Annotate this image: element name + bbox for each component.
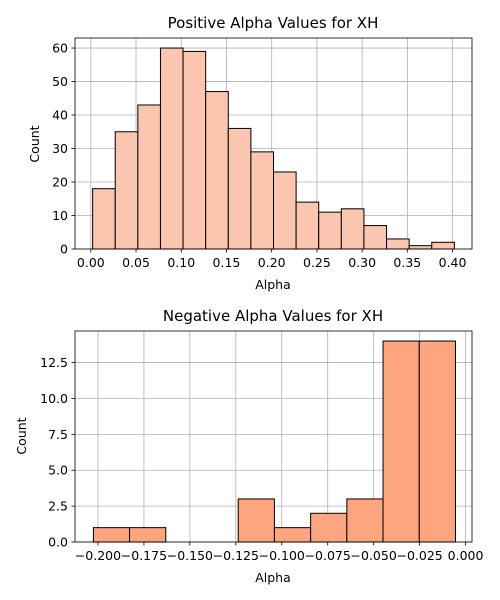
y-tick-label: 7.5	[48, 427, 68, 442]
histogram-bar	[340, 208, 365, 250]
x-tick-label: 0.25	[303, 255, 331, 270]
histogram-bar	[382, 340, 420, 543]
y-tick-label: 30	[52, 141, 68, 156]
x-tick-label: 0.15	[213, 255, 241, 270]
histogram-bar	[182, 50, 207, 250]
y-tick-label: 12.5	[40, 355, 68, 370]
x-axis-label: Alpha	[255, 277, 291, 292]
y-axis-ticks: 0.0 2.5 5.0 7.5 10.0 12.5	[40, 355, 75, 550]
histogram-bar	[408, 245, 433, 250]
y-axis-label: Count	[14, 417, 29, 454]
y-tick-label: 60	[52, 41, 68, 56]
y-tick-label: 0	[60, 242, 68, 257]
x-tick-label: −0.100	[259, 548, 305, 563]
histogram-bar	[386, 238, 410, 250]
negative-alpha-histogram: Negative Alpha Values for XH Alpha Count…	[14, 307, 484, 585]
x-tick-label: 0.35	[393, 255, 421, 270]
y-tick-label: 10	[52, 208, 68, 223]
y-tick-label: 20	[52, 175, 68, 190]
histogram-bars	[92, 340, 456, 543]
x-axis-ticks: −0.200 −0.175 −0.150 −0.125 −0.100 −0.075 −0.0…	[75, 542, 484, 563]
x-axis-ticks: 0.00 0.05 0.10 0.15 0.20 0.25 0.30 0.35 0.40	[77, 249, 467, 270]
y-axis-ticks: 0 10 20 30 40 50 60	[52, 41, 75, 257]
histogram-bar	[129, 527, 167, 543]
y-tick-label: 10.0	[40, 391, 68, 406]
x-axis-label: Alpha	[255, 570, 291, 585]
x-tick-label: −0.025	[396, 548, 442, 563]
histogram-bar	[431, 241, 455, 250]
plot-frame	[74, 37, 473, 250]
x-tick-label: 0.000	[448, 548, 484, 563]
chart-title: Positive Alpha Values for XH	[168, 14, 379, 32]
histogram-bar	[273, 527, 312, 543]
histogram-bars	[92, 47, 455, 250]
y-tick-label: 0.0	[48, 535, 68, 550]
y-tick-label: 40	[52, 108, 68, 123]
y-axis-label: Count	[27, 125, 42, 162]
x-tick-label: −0.200	[75, 548, 121, 563]
histogram-bar	[295, 201, 320, 250]
y-tick-label: 50	[52, 74, 68, 89]
x-tick-label: −0.075	[305, 548, 351, 563]
x-tick-label: 0.05	[122, 255, 150, 270]
x-tick-label: 0.10	[167, 255, 195, 270]
histogram-bar	[318, 211, 342, 250]
y-tick-label: 2.5	[48, 499, 68, 514]
x-tick-label: −0.125	[213, 548, 259, 563]
chart-title: Negative Alpha Values for XH	[163, 307, 383, 325]
x-tick-label: 0.00	[77, 255, 105, 270]
histogram-bar	[114, 131, 139, 250]
y-tick-label: 5.0	[48, 463, 68, 478]
histogram-bar	[346, 498, 384, 543]
histogram-bar	[310, 512, 348, 543]
plot-frame	[74, 330, 473, 543]
x-tick-label: 0.20	[258, 255, 286, 270]
positive-alpha-histogram: Positive Alpha Values for XH Alpha Count…	[27, 14, 473, 292]
histogram-bar	[237, 498, 275, 543]
histogram-bar	[205, 91, 229, 250]
histogram-bar	[418, 340, 456, 543]
x-tick-label: −0.050	[351, 548, 397, 563]
x-tick-label: 0.30	[348, 255, 376, 270]
x-tick-label: 0.40	[439, 255, 467, 270]
histogram-bar	[363, 225, 388, 250]
histogram-bar	[227, 127, 252, 250]
histogram-bar	[137, 104, 161, 250]
x-tick-label: −0.150	[167, 548, 213, 563]
histogram-bar	[159, 47, 184, 250]
histogram-bar	[273, 171, 297, 250]
histogram-bar	[250, 151, 274, 250]
histogram-bar	[92, 188, 116, 250]
histogram-bar	[92, 527, 131, 543]
x-tick-label: −0.175	[121, 548, 167, 563]
